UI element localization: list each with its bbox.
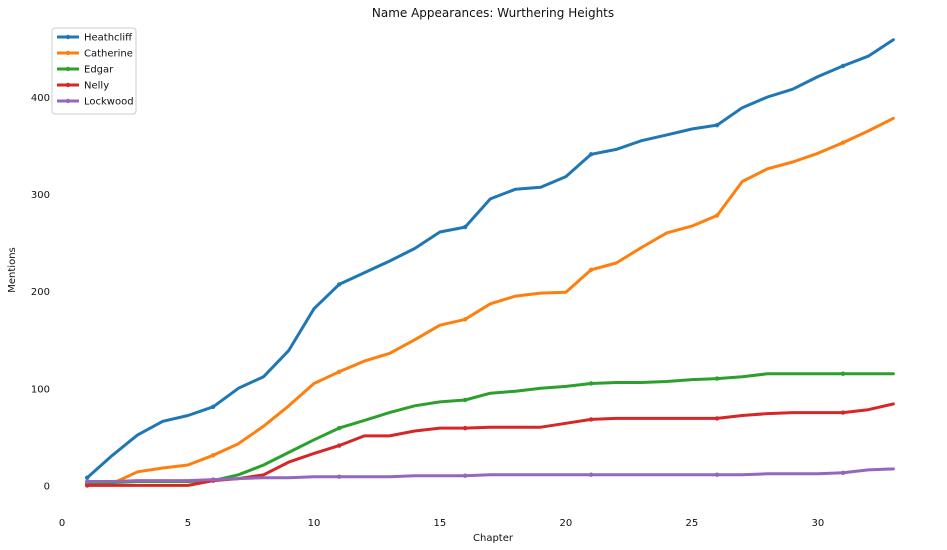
data-point [714, 416, 720, 421]
data-point [210, 453, 216, 458]
data-point [84, 479, 90, 484]
series-line [85, 467, 895, 483]
x-tick-label: 5 [185, 518, 191, 529]
x-tick-label: 0 [59, 518, 65, 529]
data-point [840, 470, 846, 476]
y-tick-label: 400 [31, 93, 50, 104]
y-tick-label: 0 [44, 481, 50, 492]
legend-label: Catherine [84, 49, 133, 60]
x-axis-ticks: 0 5 10 15 20 25 30 [59, 518, 824, 529]
data-point [588, 472, 594, 477]
data-point [714, 213, 720, 218]
data-point [336, 282, 342, 287]
data-point [840, 410, 846, 415]
data-point [714, 472, 720, 477]
legend-marker [65, 66, 71, 72]
x-tick-label: 20 [560, 518, 573, 529]
data-point [84, 483, 90, 488]
series-lockwood [84, 467, 895, 484]
legend-label: Nelly [84, 81, 109, 92]
data-point [210, 477, 216, 482]
data-point [462, 425, 468, 431]
legend-marker [65, 82, 71, 88]
data-point [84, 475, 90, 480]
data-point [588, 267, 594, 273]
legend-marker [65, 34, 71, 40]
data-point [588, 152, 594, 157]
data-point [840, 140, 846, 145]
data-point [336, 425, 342, 431]
series-line [85, 38, 895, 480]
data-point [210, 404, 216, 409]
x-axis-label: Chapter [473, 533, 514, 544]
data-point [336, 474, 342, 479]
x-tick-label: 30 [811, 518, 824, 529]
legend-label: Edgar [84, 65, 114, 76]
series-catherine [84, 116, 895, 487]
data-point [336, 443, 342, 448]
series-line [85, 116, 895, 486]
legend-box [51, 27, 137, 115]
data-point [462, 473, 468, 478]
y-axis-label: Mentions [7, 247, 18, 292]
y-tick-label: 300 [31, 190, 50, 201]
legend-label: Heathcliff [84, 33, 133, 44]
y-tick-label: 100 [31, 384, 50, 395]
data-point [462, 397, 468, 403]
data-point [336, 369, 342, 375]
chart-title: Name Appearances: Wurthering Heights [372, 6, 614, 20]
legend: Heathcliff Catherine Edgar Nelly Lockwood [51, 27, 137, 115]
series-layer [84, 38, 895, 488]
x-tick-label: 15 [434, 518, 447, 529]
data-point [714, 122, 720, 128]
y-tick-label: 200 [31, 287, 50, 298]
x-tick-label: 25 [686, 518, 699, 529]
data-point [462, 224, 468, 230]
y-axis-ticks: 0 100 200 300 400 [31, 93, 50, 492]
legend-marker [65, 50, 71, 56]
legend-label: Lockwood [84, 97, 134, 108]
data-point [588, 381, 594, 386]
data-point [462, 317, 468, 322]
data-point [840, 63, 846, 69]
data-point [840, 371, 846, 376]
legend-marker [65, 98, 71, 104]
data-point [714, 376, 720, 381]
data-point [588, 417, 594, 422]
series-heathcliff [84, 38, 895, 480]
x-tick-label: 10 [308, 518, 321, 529]
